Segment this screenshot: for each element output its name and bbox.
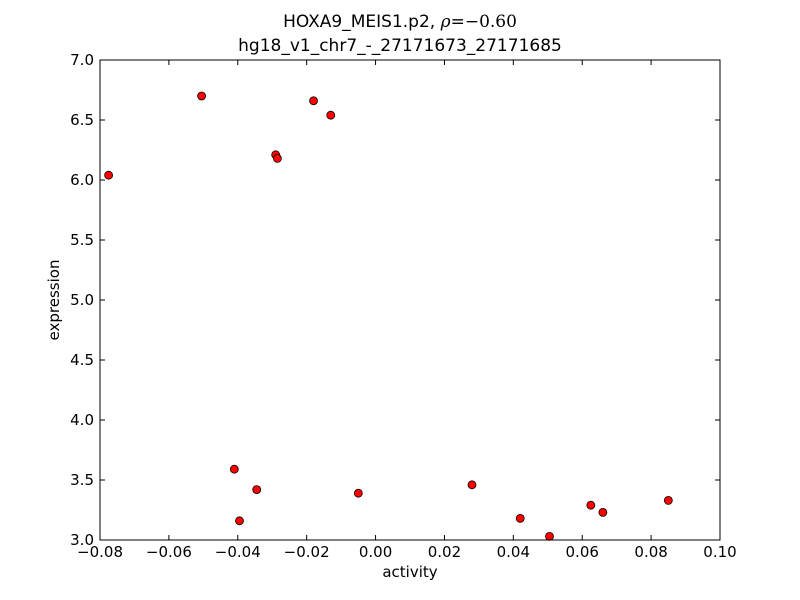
x-tick-label: −0.06 bbox=[146, 543, 192, 561]
scatter-point bbox=[353, 488, 363, 498]
scatter-point bbox=[229, 464, 239, 474]
rho-equals: = bbox=[450, 12, 465, 32]
x-tick-label: 0.00 bbox=[359, 543, 392, 561]
scatter-point bbox=[197, 91, 207, 101]
y-tick-label: 4.5 bbox=[70, 351, 94, 369]
y-tick-label: 3.5 bbox=[70, 471, 94, 489]
x-tick-label: −0.08 bbox=[77, 543, 123, 561]
x-tick-label: −0.04 bbox=[215, 543, 261, 561]
plot-frame bbox=[99, 59, 721, 541]
y-axis-label: expression bbox=[45, 260, 63, 341]
x-tick-label: 0.10 bbox=[703, 543, 736, 561]
y-tick-label: 4.0 bbox=[70, 411, 94, 429]
y-tick-label: 7.0 bbox=[70, 51, 94, 69]
scatter-point bbox=[663, 495, 673, 505]
scatter-point bbox=[272, 153, 282, 163]
scatter-point bbox=[467, 480, 477, 490]
y-tick-label: 6.5 bbox=[70, 111, 94, 129]
scatter-point bbox=[326, 110, 336, 120]
y-tick-label: 6.0 bbox=[70, 171, 94, 189]
x-tick-label: −0.02 bbox=[284, 543, 330, 561]
scatter-point bbox=[586, 500, 596, 510]
chart-title-prefix: HOXA9_MEIS1.p2, bbox=[283, 12, 441, 32]
scatter-point bbox=[252, 485, 262, 495]
chart-title: HOXA9_MEIS1.p2, ρ=−0.60 bbox=[0, 12, 800, 32]
scatter-point bbox=[309, 96, 318, 106]
axis-ticks: −0.08 −0.06 −0.04 −0.02 0.00 0.02 0.04 0.06 0.08… bbox=[70, 51, 737, 561]
data-points bbox=[104, 91, 673, 541]
scatter-point bbox=[104, 170, 114, 180]
rho-symbol: ρ bbox=[440, 12, 451, 32]
y-tick-label: 5.5 bbox=[70, 231, 94, 249]
y-tick-label: 3.0 bbox=[70, 531, 94, 549]
rho-value: −0.60 bbox=[464, 12, 517, 32]
x-tick-label: 0.04 bbox=[497, 543, 530, 561]
scatter-point bbox=[598, 508, 608, 517]
x-tick-label: 0.06 bbox=[566, 543, 599, 561]
x-tick-label: 0.08 bbox=[634, 543, 667, 561]
x-tick-label: 0.02 bbox=[428, 543, 461, 561]
scatter-point bbox=[545, 532, 554, 541]
x-axis-label: activity bbox=[382, 563, 437, 581]
y-tick-label: 5.0 bbox=[70, 291, 94, 309]
scatter-point bbox=[515, 514, 525, 523]
scatter-point bbox=[235, 516, 244, 526]
chart-subtitle: hg18_v1_chr7_-_27171673_27171685 bbox=[238, 36, 562, 56]
